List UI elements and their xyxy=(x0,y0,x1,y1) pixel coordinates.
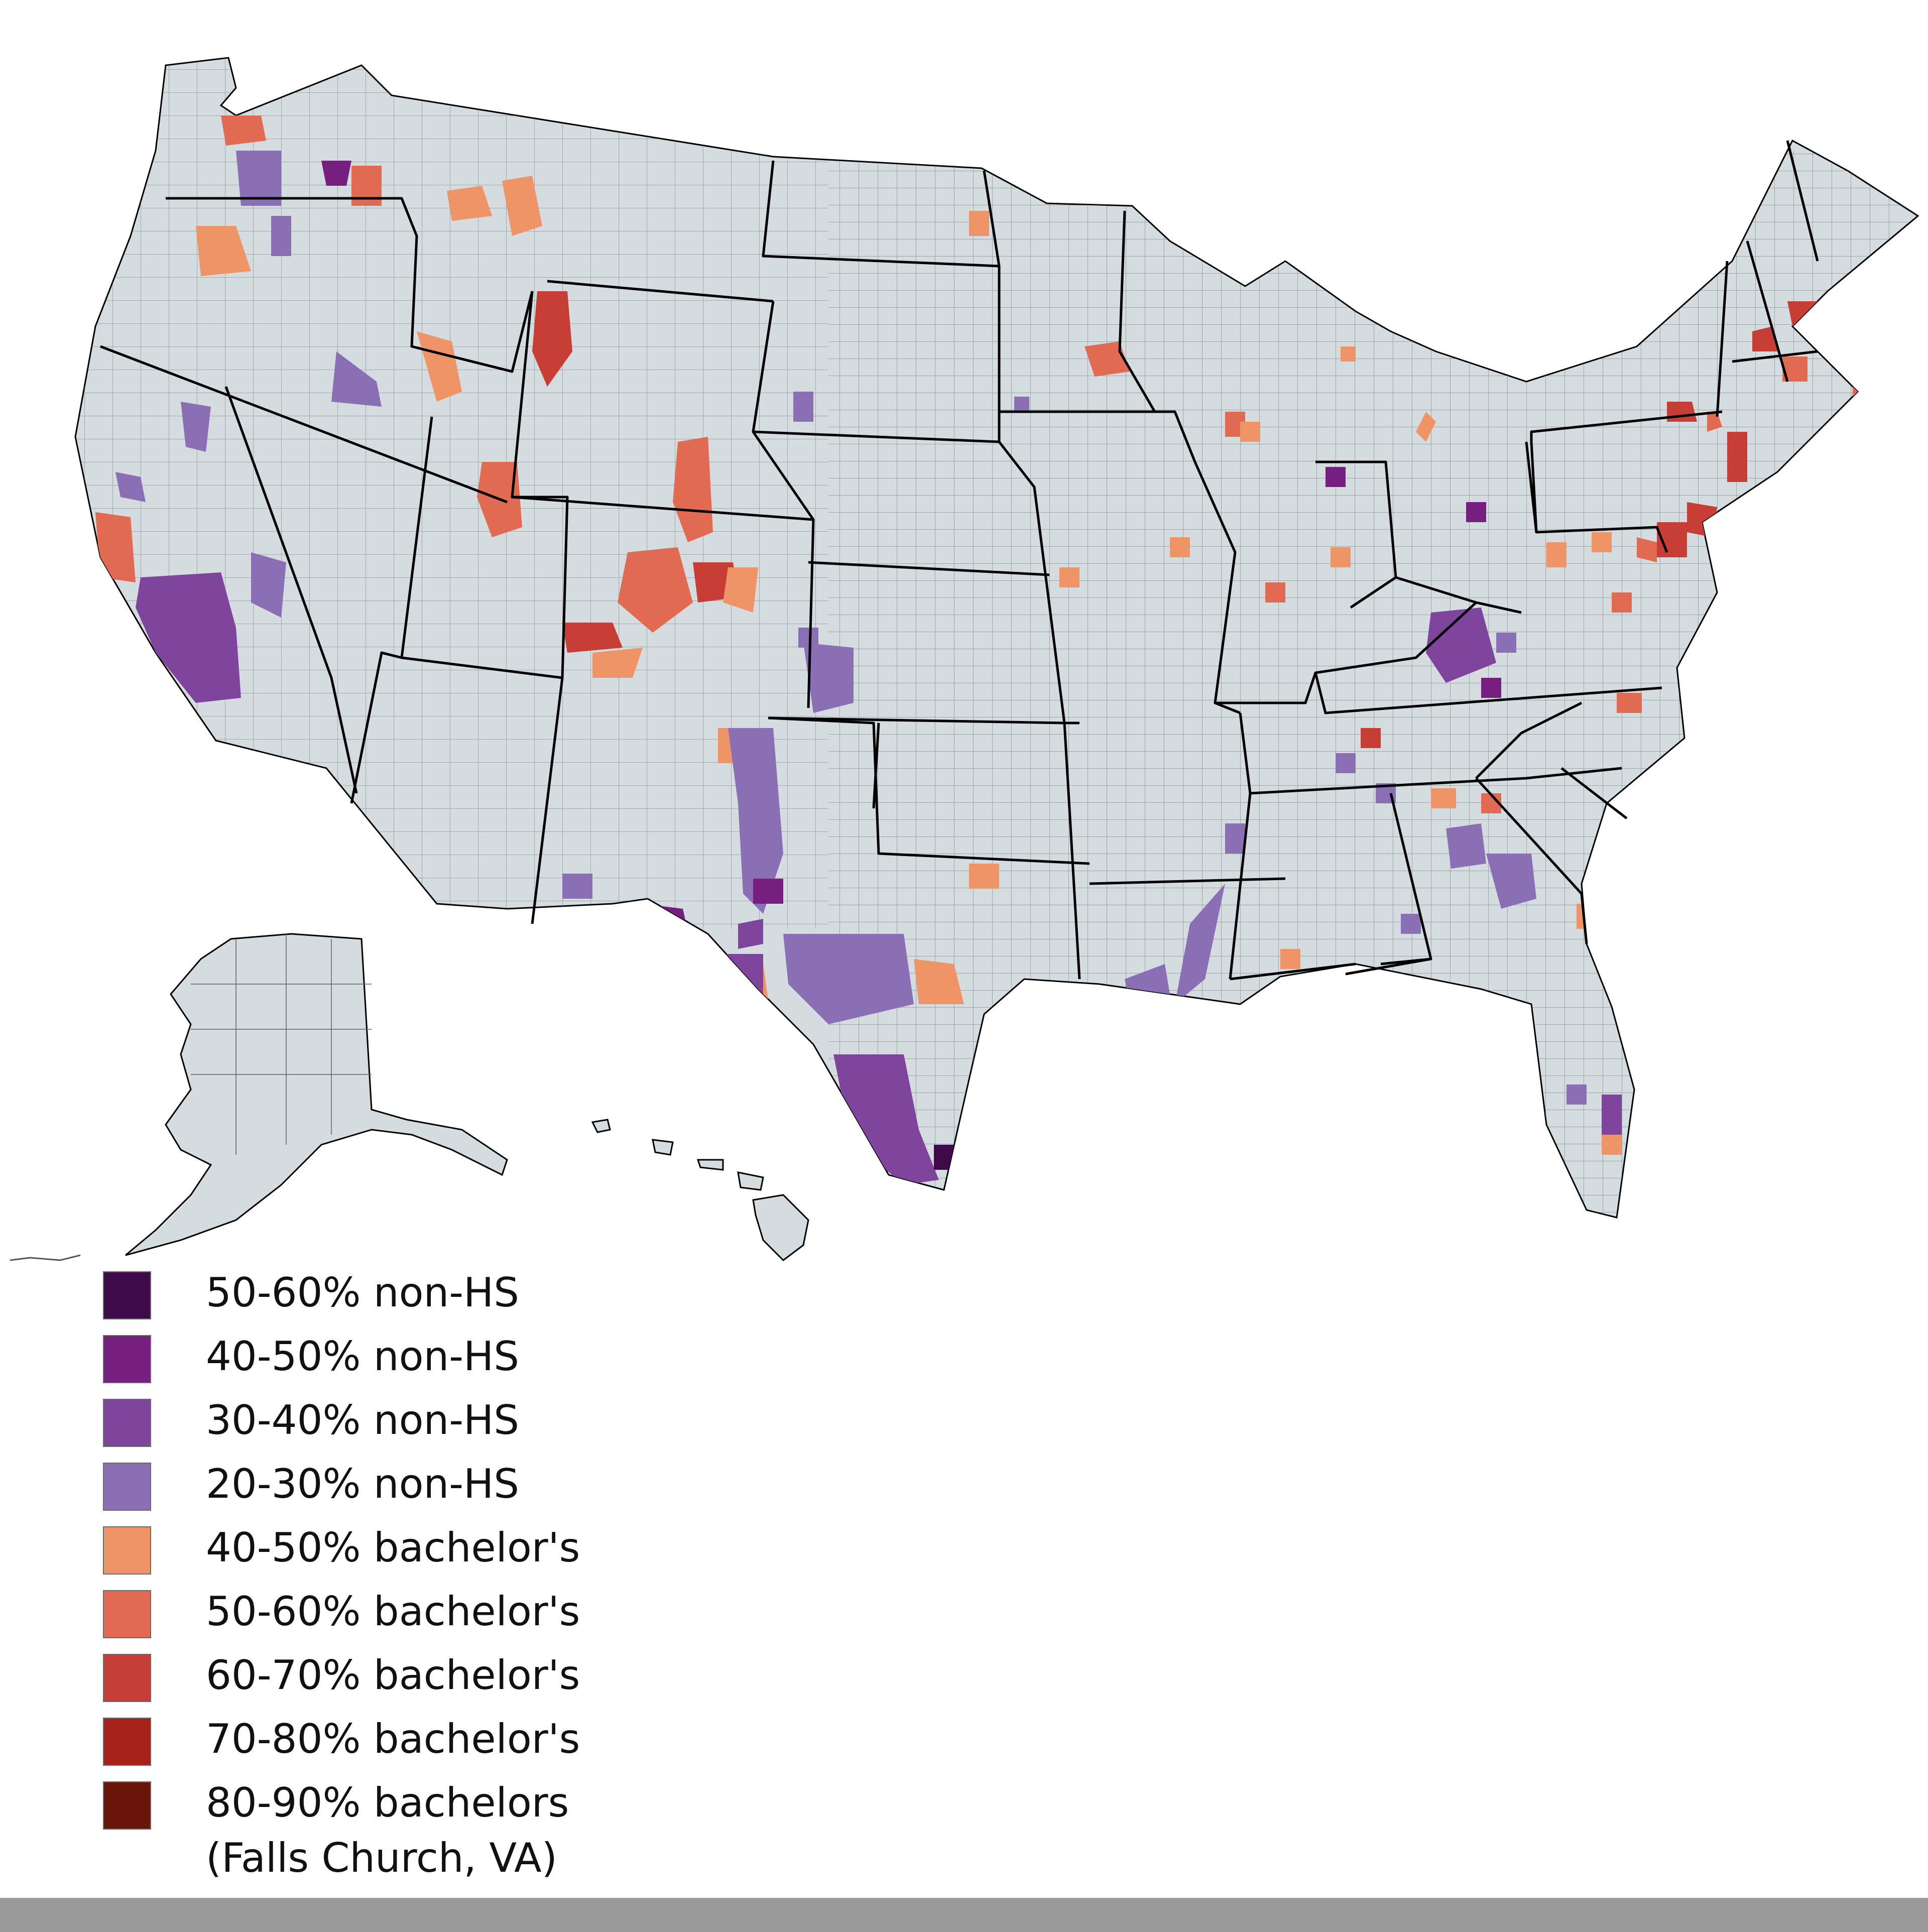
legend-item-bachelors-60-70: 60-70% bachelor's xyxy=(103,1648,806,1712)
legend-label: 50-60% bachelor's xyxy=(206,1588,580,1635)
legend-label: 70-80% bachelor's xyxy=(206,1716,580,1762)
non-hs-counties xyxy=(115,151,1622,1185)
alaska xyxy=(10,933,508,1261)
legend-swatch xyxy=(103,1399,151,1447)
bachelors-counties xyxy=(95,115,1873,1155)
legend-swatch xyxy=(103,1271,151,1319)
legend-item-bachelors-40-50: 40-50% bachelor's xyxy=(103,1520,806,1584)
legend-label: 30-40% non-HS xyxy=(206,1397,520,1443)
legend-swatch xyxy=(103,1463,151,1511)
legend-item-non-hs-40-50: 40-50% non-HS xyxy=(103,1329,806,1393)
legend-item-bachelors-70-80: 70-80% bachelor's xyxy=(103,1712,806,1775)
hawaii xyxy=(591,1119,809,1261)
legend-swatch xyxy=(103,1335,151,1383)
state-borders xyxy=(100,140,1819,981)
legend-item-bachelors-80-90: 80-90% bachelors (Falls Church, VA) xyxy=(103,1775,806,1891)
legend-label: 50-60% non-HS xyxy=(206,1269,520,1316)
alaska-land xyxy=(125,933,508,1256)
legend-swatch xyxy=(103,1781,151,1830)
footer-bar xyxy=(0,1898,1928,1932)
legend-item-bachelors-50-60: 50-60% bachelor's xyxy=(103,1584,806,1648)
legend-item-non-hs-20-30: 20-30% non-HS xyxy=(103,1457,806,1520)
us-county-education-map xyxy=(10,57,1919,1261)
legend-item-non-hs-30-40: 30-40% non-HS xyxy=(103,1393,806,1457)
legend-label: 80-90% bachelors xyxy=(206,1779,569,1826)
legend-label: 20-30% non-HS xyxy=(206,1461,520,1507)
legend-swatch xyxy=(103,1590,151,1638)
legend-swatch xyxy=(103,1526,151,1575)
contiguous-us xyxy=(74,57,1919,1219)
legend-swatch xyxy=(103,1654,151,1702)
legend-item-non-hs-50-60: 50-60% non-HS xyxy=(103,1265,806,1329)
legend-label: 40-50% bachelor's xyxy=(206,1524,580,1571)
legend-label: 40-50% non-HS xyxy=(206,1333,520,1380)
legend-swatch xyxy=(103,1718,151,1766)
county-grid-east xyxy=(828,151,1908,1218)
county-grid-west xyxy=(75,58,828,929)
legend-sublabel: (Falls Church, VA) xyxy=(206,1835,557,1881)
legend-label: 60-70% bachelor's xyxy=(206,1652,580,1699)
